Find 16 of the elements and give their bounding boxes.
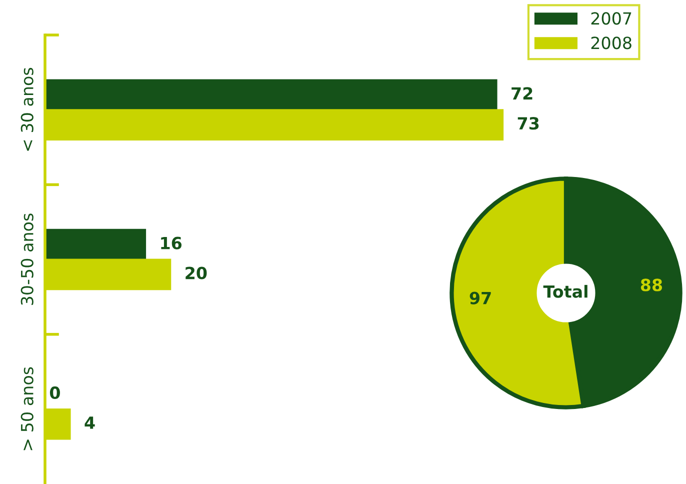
legend-label: 2007 [591, 12, 632, 25]
bar [45, 79, 498, 111]
data-label: 73 [518, 117, 539, 130]
y-tick-label: 30-50 anos [20, 214, 34, 305]
data-label: 97 [470, 292, 491, 304]
data-label: 0 [50, 386, 60, 400]
data-label: 20 [186, 266, 207, 280]
y-tick-label: > 50 anos [20, 367, 34, 450]
data-label: 72 [512, 87, 532, 100]
y-tick-label: < 30 anos [20, 68, 34, 151]
data-label: 4 [84, 416, 95, 429]
legend-label: 2008 [591, 36, 632, 50]
data-label: 16 [161, 236, 182, 250]
bar [45, 228, 146, 260]
text: Total [543, 284, 588, 298]
data-label: 88 [640, 278, 662, 292]
